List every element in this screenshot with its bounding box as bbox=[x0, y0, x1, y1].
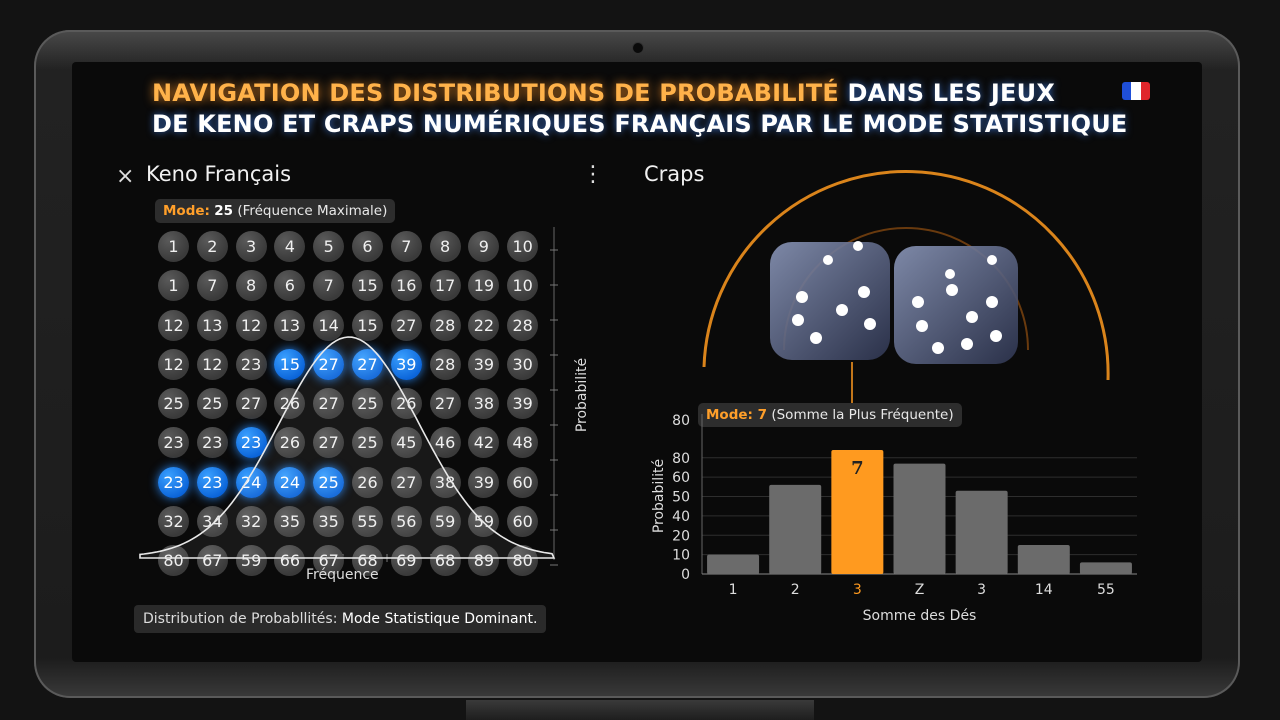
status-emphasis: Mode Statistique Dominant. bbox=[341, 611, 538, 627]
flag-stripe-blue bbox=[1122, 82, 1132, 100]
keno-ball[interactable]: 8 bbox=[429, 231, 461, 262]
craps-y-tick-label: 80 bbox=[672, 451, 690, 467]
craps-bar bbox=[955, 490, 1008, 574]
flag-stripe-red bbox=[1140, 82, 1150, 100]
keno-ball[interactable]: 10 bbox=[507, 270, 539, 302]
craps-x-tick-label: 2 bbox=[791, 582, 800, 598]
craps-bar-highlight bbox=[831, 450, 884, 574]
craps-y-tick-label: 0 bbox=[681, 567, 690, 583]
more-menu-icon[interactable]: ⋮ bbox=[582, 162, 604, 187]
keno-ball[interactable]: 8 bbox=[235, 270, 267, 302]
craps-bar bbox=[1017, 544, 1070, 574]
craps-mode-desc: (Somme la Plus Fréquente) bbox=[771, 407, 954, 423]
keno-ball[interactable]: 1 bbox=[158, 270, 189, 302]
craps-y-tick-label: 40 bbox=[672, 509, 690, 525]
keno-ball[interactable]: 9 bbox=[468, 231, 500, 262]
title-line2: DE KENO ET CRAPS NUMÉRIQUES FRANÇAIS PAR… bbox=[152, 110, 1128, 138]
keno-ball[interactable]: 17 bbox=[429, 270, 461, 302]
keno-ball[interactable]: 28 bbox=[507, 309, 539, 341]
title-line1-rest: DANS LES JEUX bbox=[839, 79, 1056, 107]
keno-ball[interactable]: 7 bbox=[313, 270, 345, 302]
keno-ball[interactable]: 13 bbox=[196, 309, 228, 341]
keno-ball[interactable]: 2 bbox=[196, 231, 228, 262]
keno-ball[interactable]: 13 bbox=[274, 309, 306, 341]
craps-bar bbox=[707, 554, 760, 574]
craps-mode-value: 7 bbox=[757, 407, 768, 423]
craps-bar bbox=[769, 484, 822, 574]
page-title: NAVIGATION DES DISTRIBUTIONS DE PROBABIL… bbox=[152, 78, 1132, 140]
flag-stripe-white bbox=[1131, 82, 1141, 100]
close-icon[interactable]: × bbox=[116, 164, 135, 189]
craps-x-tick-label: 14 bbox=[1035, 582, 1053, 598]
dice-illustration bbox=[702, 169, 1110, 410]
craps-x-axis-label: Somme des Dés bbox=[863, 608, 977, 624]
craps-y-tick-label: 60 bbox=[672, 470, 690, 486]
keno-ball[interactable]: 22 bbox=[468, 309, 500, 341]
camera-icon bbox=[632, 42, 644, 54]
craps-y-tick-label: 80 bbox=[672, 413, 690, 429]
keno-ball[interactable]: 3 bbox=[235, 231, 267, 262]
monitor-stand bbox=[466, 700, 814, 720]
die-left-icon bbox=[770, 241, 890, 360]
screen: NAVIGATION DES DISTRIBUTIONS DE PROBABIL… bbox=[72, 62, 1202, 662]
craps-bar bbox=[893, 463, 946, 574]
craps-bar-chart: 0 10 20 40 50 60 80 80 1 2 3 7 Z 3 14 55 Somme des Dés Pr… bbox=[651, 413, 1137, 624]
keno-ball[interactable]: 7 bbox=[196, 270, 228, 302]
craps-y-tick-label: 50 bbox=[672, 490, 690, 506]
keno-ball[interactable]: 19 bbox=[468, 270, 500, 302]
keno-ball[interactable]: 5 bbox=[313, 231, 345, 262]
craps-x-tick-label: 3 bbox=[853, 582, 862, 598]
craps-mode-tooltip: Mode: 7 (Somme la Plus Fréquente) bbox=[698, 403, 962, 427]
keno-ball[interactable]: 1 bbox=[158, 231, 189, 262]
orange-arc bbox=[702, 169, 1110, 381]
craps-mode-label: Mode: bbox=[706, 407, 753, 423]
keno-mode-value: 25 bbox=[214, 203, 234, 219]
keno-ball[interactable]: 12 bbox=[235, 309, 267, 341]
keno-ball[interactable]: 6 bbox=[274, 270, 306, 302]
craps-x-tick-label: Z bbox=[915, 582, 925, 598]
keno-ball[interactable]: 28 bbox=[429, 309, 461, 341]
keno-mode-desc: (Fréquence Maximale) bbox=[237, 203, 388, 219]
keno-ball[interactable]: 15 bbox=[351, 309, 383, 341]
keno-ball[interactable]: 4 bbox=[274, 231, 306, 262]
keno-ball[interactable]: 16 bbox=[390, 270, 422, 302]
keno-ball[interactable]: 15 bbox=[351, 270, 383, 302]
craps-bar bbox=[1079, 562, 1132, 574]
keno-ball[interactable]: 7 bbox=[390, 231, 422, 262]
craps-bar-data-label: 7 bbox=[851, 458, 864, 479]
die-right-icon bbox=[894, 246, 1018, 364]
craps-y-tick-label: 10 bbox=[672, 548, 690, 564]
french-flag-icon bbox=[1122, 82, 1150, 100]
status-prefix: Distribution de Probabllités: bbox=[143, 611, 338, 627]
title-highlight: NAVIGATION DES DISTRIBUTIONS DE PROBABIL… bbox=[152, 79, 839, 107]
keno-ball[interactable]: 6 bbox=[351, 231, 383, 262]
keno-panel-title: Keno Français bbox=[146, 162, 292, 186]
keno-mode-tooltip: Mode: 25 (Fréquence Maximale) bbox=[155, 199, 396, 223]
status-bar: Distribution de Probabllités: Mode Stati… bbox=[134, 605, 547, 633]
craps-panel-title: Craps bbox=[644, 162, 705, 186]
craps-x-tick-label: 3 bbox=[977, 582, 986, 598]
keno-ball[interactable]: 12 bbox=[158, 309, 189, 341]
keno-x-label: Fréquence bbox=[306, 567, 379, 583]
craps-x-tick-label: 1 bbox=[729, 582, 738, 598]
keno-mode-label: Mode: bbox=[163, 203, 210, 219]
craps-y-axis-label: Probabilité bbox=[651, 459, 667, 533]
keno-ball[interactable]: 14 bbox=[313, 309, 345, 341]
craps-y-tick-label: 20 bbox=[672, 528, 690, 544]
keno-ball[interactable]: 10 bbox=[507, 231, 539, 262]
keno-ball[interactable]: 27 bbox=[390, 309, 422, 341]
craps-x-tick-label: 55 bbox=[1097, 582, 1115, 598]
